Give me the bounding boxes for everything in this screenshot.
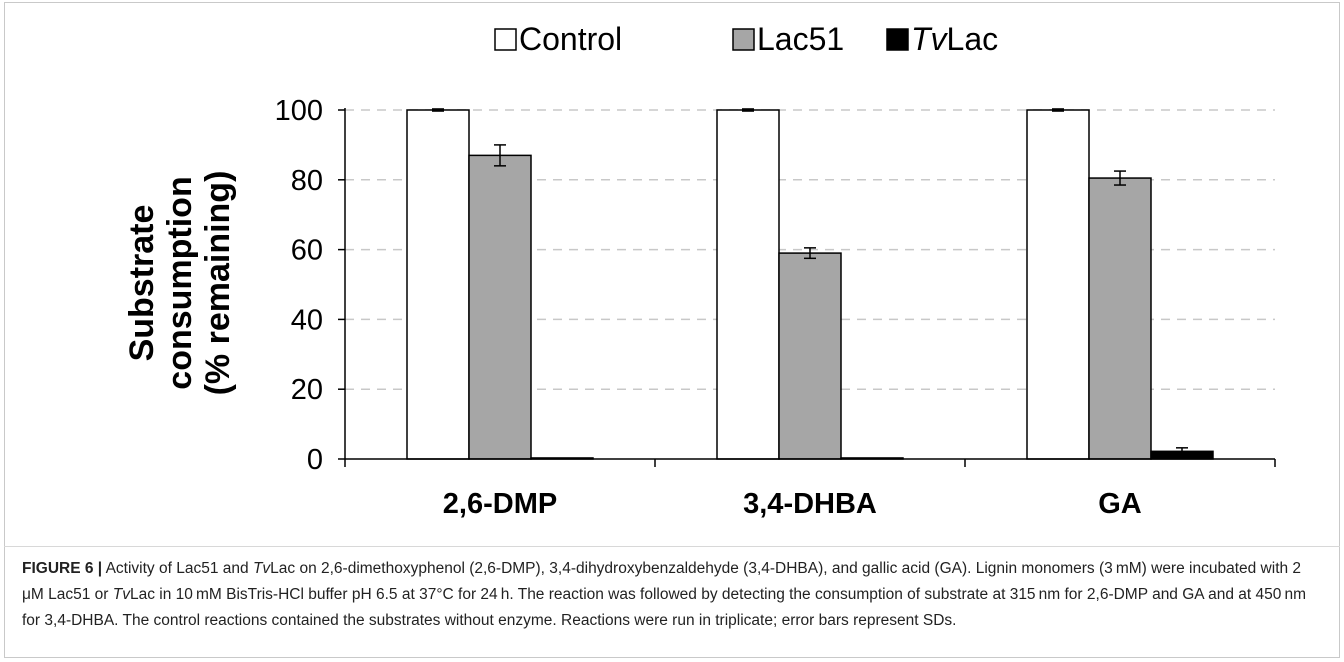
y-axis-label: Substrate consumption (% remaining): [123, 171, 237, 396]
bar-control: [406, 109, 470, 460]
legend-swatch-lac51: [732, 28, 755, 51]
x-tick-label: 2,6-DMP: [443, 488, 557, 520]
legend-label-control: Control: [519, 21, 622, 57]
caption-run-4: Tv: [112, 586, 130, 603]
legend-swatch-tvlac: [886, 28, 909, 51]
bar-control: [1026, 109, 1090, 460]
y-axis-label-line-3: (% remaining): [199, 171, 237, 396]
x-axis-ticks: 2,6-DMP 3,4-DHBA GA: [443, 488, 1142, 520]
legend-label-tvlac-rest: Lac: [947, 21, 999, 57]
y-axis-label-line-1: Substrate: [123, 205, 161, 362]
axes: [338, 108, 1276, 467]
legend-label-tvlac-italic: Tv: [911, 21, 949, 57]
bar-lac51: [468, 154, 532, 460]
bar-lac51: [778, 252, 842, 460]
y-axis-label-line-2: consumption: [161, 176, 199, 389]
figure-frame: Control Lac51 TvLac Substrate consumptio…: [4, 2, 1340, 658]
error-bars: [432, 108, 1188, 456]
caption-divider: [4, 546, 1340, 547]
y-tick-label: 100: [275, 95, 323, 127]
x-tick-label: 3,4-DHBA: [743, 488, 877, 520]
figure-caption: FIGURE 6 | Activity of Lac51 and TvLac o…: [22, 556, 1322, 634]
y-tick-label: 60: [291, 235, 323, 267]
chart-legend: Control Lac51 TvLac: [494, 21, 998, 57]
x-tick-label: GA: [1098, 488, 1142, 520]
y-tick-label: 0: [307, 444, 323, 476]
y-tick-label: 40: [291, 304, 323, 336]
caption-run-2: Tv: [252, 560, 271, 577]
legend-label-tvlac: TvLac: [911, 21, 998, 57]
figure-label: FIGURE 6 |: [22, 560, 103, 577]
bars: [406, 109, 1214, 460]
y-tick-label: 80: [291, 165, 323, 197]
bar-lac51: [1088, 177, 1152, 460]
y-tick-label: 20: [291, 374, 323, 406]
y-axis-ticks: 0 20 40 60 80 100: [275, 95, 323, 476]
bar-chart: Control Lac51 TvLac Substrate consumptio…: [123, 21, 1276, 520]
legend-swatch-control: [494, 28, 517, 51]
bar-control: [716, 109, 780, 460]
caption-run-1: Activity of Lac51 and: [102, 560, 253, 577]
caption-run-3: Lac on 2,6-dimethoxyphenol (2,6-DMP), 3,…: [22, 560, 1305, 603]
legend-label-lac51: Lac51: [757, 21, 844, 57]
caption-run-5: Lac in 10 mM BisTris-HCl buffer pH 6.5 a…: [22, 586, 1306, 629]
